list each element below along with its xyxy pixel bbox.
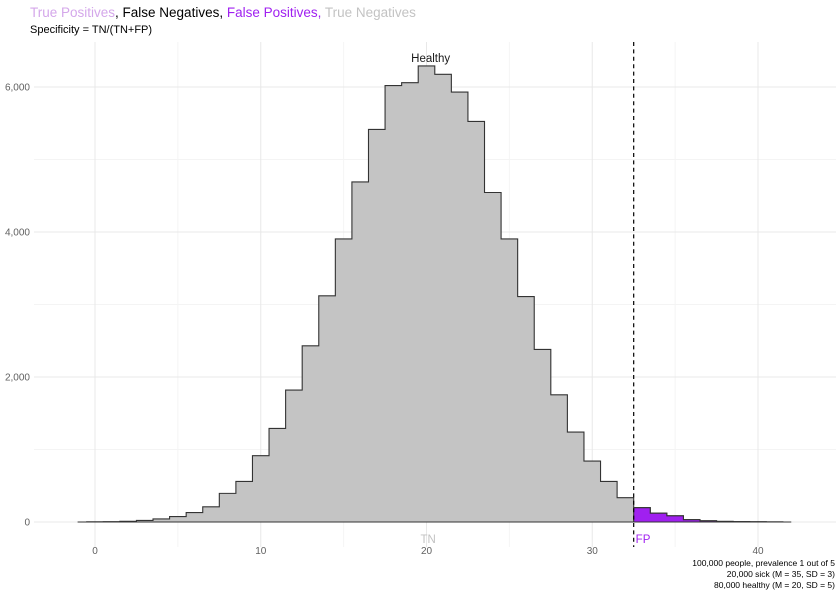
x-tick-label: 40 bbox=[752, 546, 764, 557]
histogram-outline-tn bbox=[77, 65, 792, 523]
x-tick-label: 20 bbox=[421, 546, 433, 557]
title-segment-0: True Positives bbox=[30, 5, 116, 20]
healthy-label: Healthy bbox=[411, 53, 450, 65]
y-tick-label: 2,000 bbox=[5, 373, 30, 384]
title-segment-1: , False Negatives, bbox=[115, 5, 227, 20]
histogram-fp-bars bbox=[633, 507, 792, 523]
caption: 100,000 people, prevalence 1 out of 5 20… bbox=[692, 558, 835, 591]
tn-region-label: TN bbox=[420, 534, 435, 546]
x-tick-label: 30 bbox=[587, 546, 599, 557]
y-tick-label: 0 bbox=[24, 518, 30, 529]
x-tick-label: 0 bbox=[92, 546, 98, 557]
caption-line-1: 100,000 people, prevalence 1 out of 5 bbox=[692, 558, 835, 568]
x-tick-label: 10 bbox=[255, 546, 267, 557]
caption-line-2: 20,000 sick (M = 35, SD = 3) bbox=[726, 569, 835, 579]
caption-line-3: 80,000 healthy (M = 20, SD = 5) bbox=[714, 580, 835, 590]
chart-title: True Positives, False Negatives, False P… bbox=[30, 5, 416, 21]
fp-region-label: FP bbox=[636, 534, 651, 546]
y-tick-label: 4,000 bbox=[5, 228, 30, 239]
title-segment-3: True Negatives bbox=[321, 5, 416, 20]
title-segment-2: False Positives, bbox=[226, 5, 322, 20]
y-tick-label: 6,000 bbox=[5, 83, 30, 94]
chart-subtitle: Specificity = TN/(TN+FP) bbox=[30, 24, 153, 36]
